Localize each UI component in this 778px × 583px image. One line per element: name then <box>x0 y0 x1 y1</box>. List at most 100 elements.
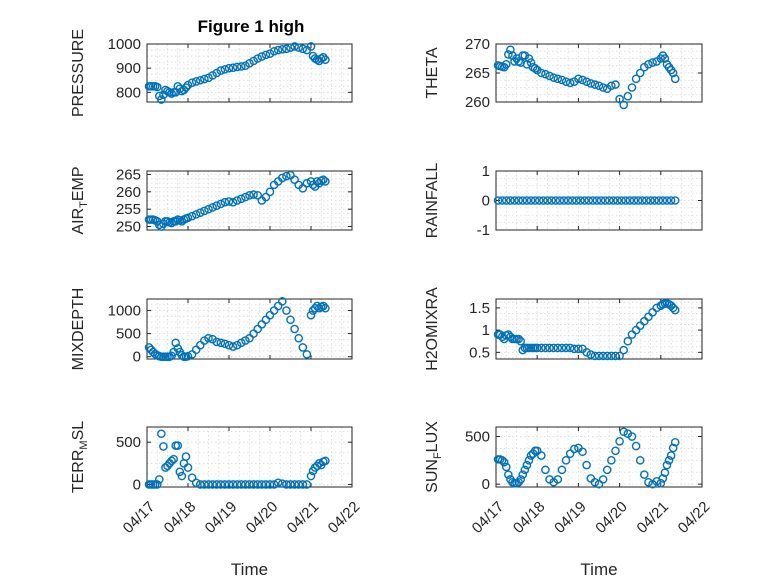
data-point <box>224 63 234 73</box>
data-point <box>181 452 191 461</box>
data-point <box>282 171 291 181</box>
data-point <box>269 46 279 56</box>
y-tick-label: 270 <box>465 36 490 53</box>
data-point <box>321 303 330 313</box>
data-point <box>666 451 676 460</box>
x-tick-label: 04/19 <box>202 498 241 537</box>
data-point <box>261 480 271 489</box>
data-point <box>565 343 575 353</box>
data-point <box>497 456 507 465</box>
y-tick-label: 1000 <box>108 36 141 53</box>
data-point <box>167 456 176 466</box>
data-point <box>286 480 295 489</box>
y-tick-label: 255 <box>116 201 141 218</box>
y-tick-label: 250 <box>116 219 141 236</box>
data-point <box>306 42 316 51</box>
data-point <box>557 465 567 475</box>
data-point <box>294 480 304 489</box>
data-point <box>154 220 164 230</box>
data-point <box>220 65 230 74</box>
data-point <box>228 197 238 207</box>
data-point <box>163 461 172 471</box>
data-point <box>191 77 201 86</box>
data-point <box>321 177 330 186</box>
data-point <box>613 196 622 205</box>
data-point <box>576 196 585 205</box>
data-point <box>273 45 283 55</box>
data-point <box>241 480 250 489</box>
data-point <box>302 480 312 489</box>
data-point <box>557 75 567 85</box>
data-point <box>541 69 550 79</box>
x-tick-label: 04/17 <box>469 498 508 537</box>
data-point <box>516 475 526 484</box>
data-point <box>257 52 267 61</box>
data-point <box>565 78 575 88</box>
axes-border-pressure <box>146 43 353 103</box>
y-axis-label-tail: LUX <box>424 421 441 452</box>
data-point <box>224 340 234 350</box>
data-point <box>561 77 571 86</box>
data-point <box>580 196 589 205</box>
data-point <box>159 442 168 451</box>
data-point <box>183 351 193 361</box>
data-point <box>563 196 573 205</box>
data-point <box>588 196 598 205</box>
data-point <box>236 194 246 204</box>
data-point <box>171 338 180 348</box>
data-point <box>600 196 610 205</box>
data-point <box>541 343 550 353</box>
data-point <box>662 460 672 470</box>
data-point <box>666 196 676 205</box>
data-point <box>504 50 513 59</box>
data-point <box>152 82 162 92</box>
y-tick-label: 260 <box>465 94 490 111</box>
data-point <box>253 190 263 200</box>
data-point <box>506 196 515 205</box>
data-point <box>212 201 221 211</box>
data-point <box>607 456 616 465</box>
data-point <box>318 301 328 311</box>
data-point <box>253 54 263 63</box>
data-point <box>277 479 287 488</box>
data-point <box>590 477 600 487</box>
data-point <box>277 45 287 54</box>
y-tick-label: 0 <box>482 476 490 493</box>
axes-border-mixdepth <box>146 298 353 360</box>
y-axis-label-sun-flux: SUNFLUX <box>424 421 444 493</box>
data-point <box>656 478 666 488</box>
data-point <box>152 480 162 489</box>
data-point <box>321 456 330 466</box>
data-point <box>582 348 591 357</box>
x-tick-label: 04/21 <box>284 498 323 537</box>
data-point <box>623 91 633 101</box>
data-point <box>668 443 678 453</box>
data-point <box>294 43 304 52</box>
y-axis-label-main: TERR <box>70 450 87 494</box>
data-point <box>253 480 263 489</box>
data-point <box>615 351 624 361</box>
data-point <box>561 456 571 465</box>
data-point <box>635 68 645 78</box>
data-point <box>623 336 633 346</box>
data-point <box>212 337 221 347</box>
data-point <box>553 343 563 353</box>
data-point <box>236 62 246 71</box>
data-point <box>574 74 583 84</box>
data-point <box>499 457 509 467</box>
data-point <box>627 432 637 441</box>
data-point <box>640 470 649 479</box>
data-point <box>245 190 254 200</box>
y-axis-label-main: MIXDEPTH <box>70 288 87 371</box>
y-tick-label: 1000 <box>108 303 141 320</box>
grid-rainfall <box>496 171 702 230</box>
data-point <box>321 55 330 65</box>
data-point <box>637 196 647 205</box>
data-point <box>561 343 571 353</box>
subplot-sun-flux: 0 500 04/17 04/18 04/19 04/20 04/21 04/22 Time SU… <box>424 421 713 579</box>
data-point <box>615 436 624 446</box>
data-point <box>510 196 519 205</box>
data-point <box>611 351 620 361</box>
data-point <box>290 480 299 489</box>
